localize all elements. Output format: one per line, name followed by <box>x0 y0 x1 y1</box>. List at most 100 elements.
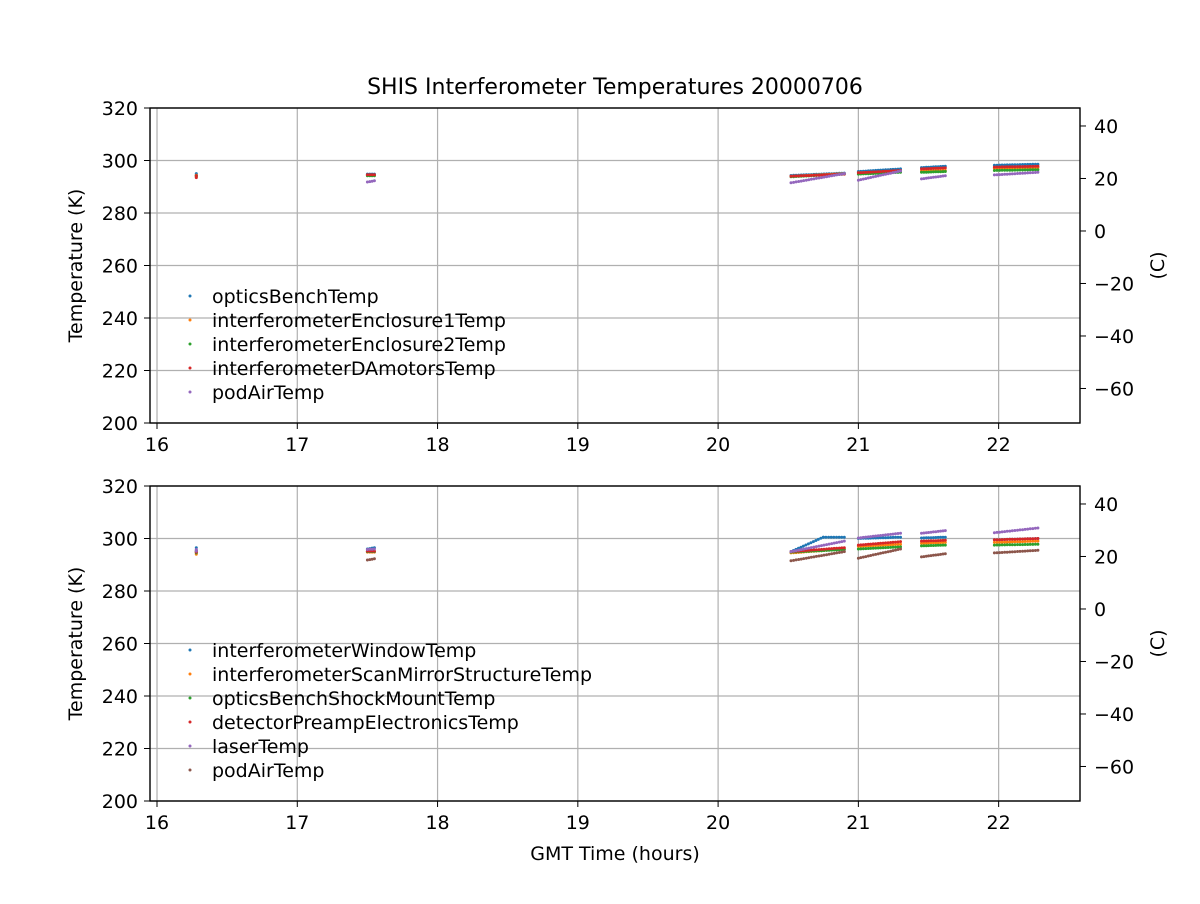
data-point <box>929 536 933 540</box>
data-point <box>896 545 900 549</box>
data-point <box>1031 168 1035 172</box>
data-point <box>934 536 938 539</box>
data-point <box>934 170 938 174</box>
data-point <box>835 546 839 550</box>
data-point <box>820 554 823 558</box>
data-point <box>194 174 198 178</box>
data-point <box>1033 168 1037 172</box>
data-point <box>856 536 860 540</box>
data-point <box>1031 171 1035 175</box>
data-point <box>922 167 926 171</box>
data-point <box>830 552 834 556</box>
data-point <box>871 553 875 557</box>
data-point <box>1036 548 1040 552</box>
data-point <box>881 541 885 545</box>
data-point <box>871 542 875 546</box>
data-point <box>789 181 793 185</box>
data-point <box>799 557 803 561</box>
data-point <box>1028 171 1032 175</box>
data-point <box>929 170 933 174</box>
data-point <box>1021 528 1025 532</box>
data-point <box>816 537 820 541</box>
data-point <box>1013 550 1017 554</box>
data-point <box>1018 543 1022 547</box>
data-point <box>842 539 846 543</box>
data-point <box>927 167 931 171</box>
data-point <box>931 541 935 545</box>
data-point <box>817 176 821 180</box>
data-point <box>891 543 895 547</box>
legend-marker <box>188 672 192 676</box>
data-point <box>1021 163 1025 166</box>
data-point <box>864 535 868 539</box>
data-point <box>864 547 868 551</box>
data-point <box>992 173 996 177</box>
data-point <box>820 547 823 551</box>
data-point <box>931 175 935 179</box>
data-point <box>886 546 890 549</box>
data-point <box>934 553 938 557</box>
data-point <box>194 548 198 551</box>
data-point <box>1005 529 1009 533</box>
data-point <box>1026 549 1030 553</box>
data-point <box>1003 538 1007 541</box>
data-point <box>874 174 878 178</box>
data-point <box>866 535 870 539</box>
data-point <box>1000 540 1004 544</box>
data-point <box>1033 526 1037 530</box>
data-point <box>934 543 938 547</box>
data-point <box>1016 537 1019 541</box>
data-point <box>864 555 868 559</box>
data-point <box>929 539 933 543</box>
data-point <box>936 543 940 547</box>
data-point <box>894 535 897 539</box>
data-point <box>884 536 888 540</box>
data-point <box>941 170 945 174</box>
data-point <box>889 541 893 544</box>
data-point <box>889 543 893 547</box>
data-point <box>372 557 376 561</box>
data-point <box>894 543 897 546</box>
data-point <box>922 177 926 181</box>
data-point <box>1023 171 1027 175</box>
data-point <box>1008 529 1012 533</box>
data-point <box>874 534 878 538</box>
data-point <box>809 548 813 552</box>
data-point <box>894 548 897 552</box>
data-point <box>874 170 878 174</box>
data-point <box>792 549 796 553</box>
data-point <box>943 166 947 170</box>
data-point <box>891 540 895 544</box>
data-point <box>1021 543 1025 547</box>
legend-label: opticsBenchTemp <box>212 286 379 308</box>
data-point <box>802 547 806 551</box>
x-tick-label: 17 <box>285 812 309 834</box>
data-point <box>807 178 811 182</box>
data-point <box>941 529 945 533</box>
data-point <box>859 536 863 540</box>
data-point <box>835 535 838 539</box>
panel-2: 16 17 18 19 20 21 2220022024026028030032040200… <box>65 476 1169 834</box>
data-point <box>804 543 808 547</box>
data-point <box>797 558 801 561</box>
data-point <box>869 535 873 539</box>
data-point <box>789 550 793 554</box>
data-point <box>881 173 885 177</box>
data-point <box>943 170 947 173</box>
data-point <box>896 540 900 544</box>
data-point <box>1033 549 1037 552</box>
data-point <box>869 176 873 179</box>
data-point <box>1023 537 1027 541</box>
data-point <box>1010 543 1014 547</box>
data-point <box>879 541 883 545</box>
data-point <box>998 530 1002 534</box>
data-point <box>832 535 836 539</box>
data-point <box>372 179 376 183</box>
data-point <box>822 547 826 551</box>
data-point <box>864 543 868 546</box>
data-point <box>899 540 902 544</box>
data-point <box>920 539 923 543</box>
data-point <box>809 177 813 181</box>
data-point <box>995 165 999 169</box>
